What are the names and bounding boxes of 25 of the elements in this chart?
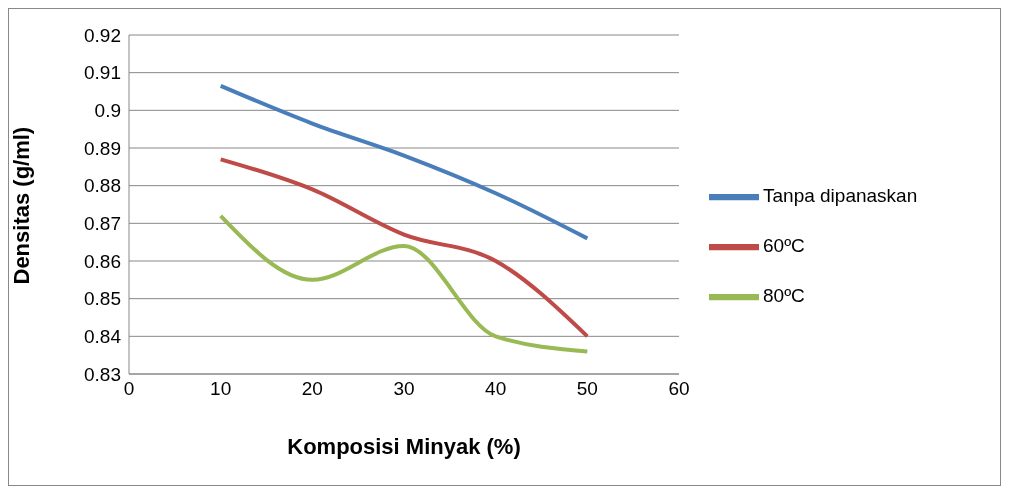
legend-label: 60ºC: [763, 234, 805, 256]
y-axis-title: Densitas (g/ml): [8, 126, 34, 285]
x-tick-label: 20: [301, 378, 323, 400]
y-tick-label: 0.91: [84, 62, 121, 84]
y-tick-label: 0.86: [84, 250, 121, 272]
line-series: [218, 213, 590, 354]
line-series: [218, 83, 590, 241]
legend-label: 80ºC: [763, 284, 805, 306]
y-tick-label: 0.83: [84, 363, 121, 385]
y-tick-label: 0.89: [84, 137, 121, 159]
x-tick-label: 10: [210, 378, 232, 400]
y-tick-label: 0.85: [84, 288, 121, 310]
y-tick-label: 0.9: [94, 100, 121, 122]
x-axis-title: Komposisi Minyak (%): [287, 434, 521, 459]
x-tick-label: 50: [576, 378, 598, 400]
line-series: [218, 157, 590, 339]
y-tick-label: 0.88: [84, 175, 121, 197]
legend-label: Tanpa dipanaskan: [763, 184, 918, 206]
x-tick-label: 40: [485, 378, 507, 400]
y-tick-label: 0.84: [84, 326, 122, 348]
y-tick-label: 0.92: [84, 24, 121, 46]
x-tick-label: 0: [123, 378, 135, 400]
x-tick-label: 60: [668, 378, 690, 400]
x-tick-label: 30: [393, 378, 415, 400]
y-tick-label: 0.87: [84, 213, 121, 235]
